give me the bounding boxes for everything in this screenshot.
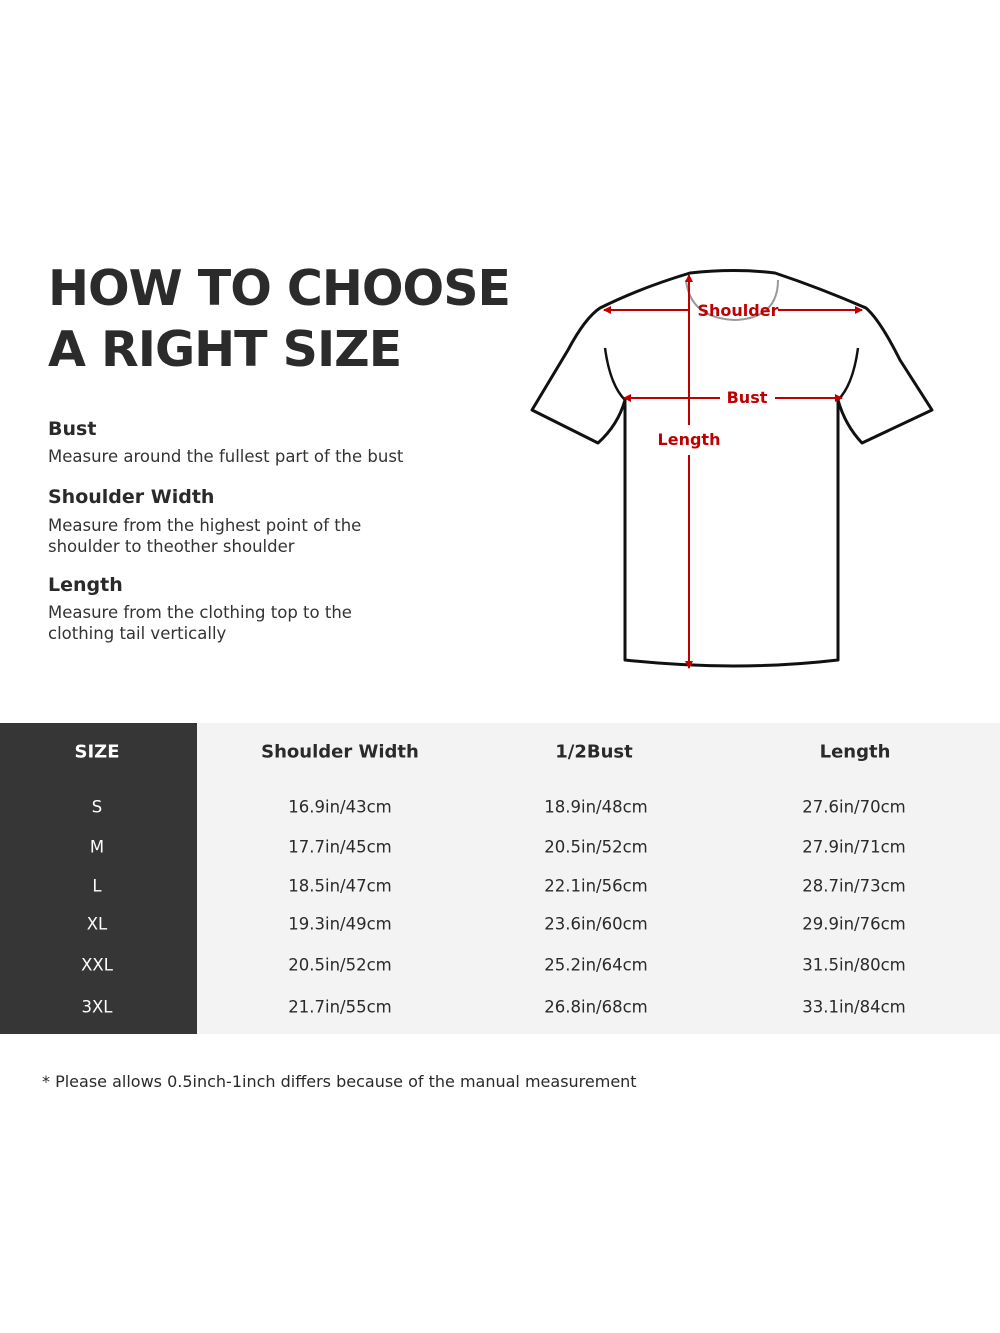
table-cell: 26.8in/68cm — [544, 997, 648, 1017]
table-cell: 22.1in/56cm — [544, 876, 648, 896]
bust-description: Measure around the fullest part of the b… — [48, 447, 404, 466]
table-cell: 27.6in/70cm — [802, 797, 906, 817]
title-line-1: HOW TO CHOOSE — [48, 260, 511, 317]
tshirt-outline — [530, 269, 934, 668]
header-half-bust: 1/2Bust — [555, 741, 633, 763]
table-cell: 20.5in/52cm — [544, 837, 648, 857]
collar — [685, 279, 779, 322]
bust-label: Bust — [727, 388, 768, 407]
table-cell: 21.7in/55cm — [288, 997, 392, 1017]
bust-term: Bust — [48, 418, 97, 440]
page-title: HOW TO CHOOSE A RIGHT SIZE — [48, 258, 511, 380]
table-cell: 23.6in/60cm — [544, 914, 648, 934]
table-cell: 20.5in/52cm — [288, 955, 392, 975]
tshirt-diagram: Shoulder Bust Length — [530, 269, 934, 669]
desc-line: Measure from the clothing top to the — [48, 603, 352, 622]
table-cell: 27.9in/71cm — [802, 837, 906, 857]
table-cell: 29.9in/76cm — [802, 914, 906, 934]
table-cell: 28.7in/73cm — [802, 876, 906, 896]
table-cell: 17.7in/45cm — [288, 837, 392, 857]
desc-line: Measure from the highest point of the — [48, 516, 362, 535]
header-size: SIZE — [74, 741, 120, 763]
size-column: SIZE S M L XL XXL 3XL — [0, 723, 197, 1034]
header-length: Length — [819, 741, 891, 763]
table-cell: 25.2in/64cm — [544, 955, 648, 975]
desc-line: shoulder to theother shoulder — [48, 537, 295, 556]
size-cell: XL — [86, 914, 108, 934]
length-description: Measure from the clothing top to the clo… — [48, 602, 438, 644]
shoulder-width-description: Measure from the highest point of the sh… — [48, 515, 438, 557]
length-label: Length — [658, 430, 721, 449]
size-cell: 3XL — [81, 997, 113, 1017]
size-cell: S — [91, 797, 103, 817]
shoulder-width-term: Shoulder Width — [48, 486, 215, 508]
title-line-2: A RIGHT SIZE — [48, 321, 402, 378]
shoulder-label: Shoulder — [698, 301, 779, 320]
table-cell: 33.1in/84cm — [802, 997, 906, 1017]
table-cell: 16.9in/43cm — [288, 797, 392, 817]
header-shoulder-width: Shoulder Width — [261, 741, 419, 763]
measurement-note: * Please allows 0.5inch-1inch differs be… — [42, 1072, 637, 1091]
table-cell: 19.3in/49cm — [288, 914, 392, 934]
table-cell: 18.9in/48cm — [544, 797, 648, 817]
size-table: SIZE S M L XL XXL 3XL Shoulder Width 1/2… — [0, 723, 1000, 1034]
table-cell: 18.5in/47cm — [288, 876, 392, 896]
size-cell: L — [92, 876, 102, 896]
size-cell: XXL — [81, 955, 113, 975]
size-cell: M — [89, 837, 105, 857]
table-cell: 31.5in/80cm — [802, 955, 906, 975]
length-term: Length — [48, 574, 123, 596]
desc-line: clothing tail vertically — [48, 624, 227, 643]
